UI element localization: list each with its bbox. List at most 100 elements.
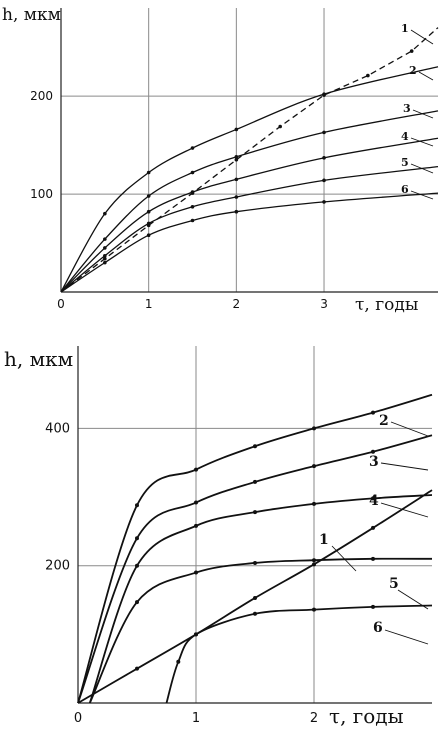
- series-2-label: 2: [379, 413, 389, 429]
- x-axis-label: τ, годы: [355, 295, 418, 315]
- series-5-point: [322, 178, 326, 183]
- series-6-label: 6: [401, 183, 409, 196]
- series-1-point: [278, 124, 282, 129]
- series-4-point: [146, 209, 151, 214]
- series-4-line: [88, 494, 433, 704]
- series-2-leader: [390, 421, 429, 437]
- series-3-point: [371, 449, 375, 454]
- series-5-point: [234, 195, 239, 199]
- series-6-point: [194, 632, 198, 637]
- chart-bottom: 0 1 2 200 400 h, мкм τ, годы 1 2 3 4 5 6: [4, 346, 433, 728]
- y-tick-label: 200: [30, 89, 53, 103]
- series-2-line: [77, 393, 433, 704]
- series-4-point: [190, 190, 195, 194]
- series-5-leader: [410, 163, 434, 174]
- series-2-point: [312, 426, 316, 431]
- series-3-point: [146, 194, 151, 198]
- series-2-label: 2: [409, 64, 417, 77]
- series-6-point: [371, 604, 375, 609]
- series-2-point: [146, 170, 151, 175]
- series-4-point: [135, 563, 139, 568]
- series-2-point: [194, 467, 198, 472]
- series-6-point: [234, 209, 239, 214]
- series-3-line: [77, 434, 433, 704]
- x-tick-label: 0: [57, 297, 65, 311]
- series-6-label: 6: [373, 620, 383, 636]
- series-4-point: [234, 177, 239, 182]
- series-1-point: [103, 256, 107, 261]
- series-6-point: [253, 611, 257, 616]
- series-1-point: [409, 49, 414, 53]
- x-axis-label: τ, годы: [329, 704, 404, 728]
- series-4-label: 4: [401, 130, 409, 143]
- series-3-leader: [380, 462, 429, 471]
- y-tick-label: 400: [45, 421, 70, 436]
- series-3-line: [60, 110, 439, 293]
- series-4-leader: [380, 502, 429, 518]
- series-1-point: [312, 562, 316, 567]
- series-1-point: [234, 157, 239, 162]
- x-tick-label: 1: [145, 297, 153, 311]
- y-axis-label: h, мкм: [2, 5, 61, 25]
- series-6-line: [165, 604, 433, 704]
- series-3-point: [234, 155, 239, 159]
- series-4-point: [371, 496, 375, 501]
- y-axis-label: h, мкм: [4, 347, 73, 371]
- series-3-point: [253, 479, 257, 484]
- series-2-point: [234, 127, 239, 132]
- series-3-point: [194, 500, 198, 505]
- series-6-point: [312, 607, 316, 612]
- series-4-leader: [410, 137, 434, 147]
- series-1-point: [366, 73, 370, 78]
- series-1-leader: [410, 29, 434, 45]
- series-5-line: [60, 166, 439, 293]
- series-4-line: [60, 137, 439, 293]
- series-2-line: [60, 66, 439, 293]
- x-tick-label: 1: [192, 711, 200, 726]
- series-1-point: [135, 666, 139, 671]
- series-6-point: [190, 218, 195, 223]
- series-6-point: [176, 659, 181, 664]
- series-3-label: 3: [403, 102, 411, 115]
- x-tick-label: 2: [310, 711, 318, 726]
- series-2-point: [322, 92, 326, 96]
- series-1-point: [371, 525, 375, 530]
- series-5-label: 5: [401, 156, 409, 169]
- series-2-point: [253, 444, 257, 449]
- series-2-point: [135, 503, 139, 508]
- series-6-point: [322, 200, 326, 204]
- series-3-point: [135, 536, 139, 541]
- series-5-point: [253, 560, 257, 565]
- series-6-point: [103, 260, 107, 265]
- series-5-point: [371, 556, 375, 561]
- series-5-point: [103, 253, 107, 258]
- series-5-point: [194, 570, 198, 575]
- series-5-point: [135, 600, 139, 605]
- series-3-point: [322, 130, 326, 135]
- series-4-point: [194, 523, 198, 528]
- series-4-point: [312, 501, 316, 506]
- x-tick-label: 3: [320, 297, 328, 311]
- series-2-leader: [418, 71, 434, 81]
- series-1-label: 1: [319, 532, 329, 548]
- series-4-label: 4: [369, 493, 379, 509]
- chart-top: 0 1 2 3 100 200 h, мкм τ, годы 1 2 3 4 5 6: [2, 5, 439, 315]
- series-2-point: [190, 146, 195, 150]
- series-4-point: [322, 156, 326, 160]
- x-tick-label: 0: [74, 711, 82, 726]
- series-1-line: [60, 27, 439, 293]
- series-2-point: [103, 211, 107, 216]
- series-1-label: 1: [401, 22, 409, 35]
- series-6-leader: [384, 629, 429, 645]
- series-3-leader: [412, 109, 434, 119]
- series-3-point: [103, 237, 107, 241]
- x-tick-label: 2: [233, 297, 241, 311]
- series-4-point: [253, 510, 257, 515]
- series-6-line: [60, 192, 439, 293]
- series-3-point: [312, 464, 316, 469]
- series-5-point: [146, 221, 151, 226]
- series-6-point: [146, 233, 151, 237]
- series-3-point: [190, 170, 195, 175]
- series-3-label: 3: [369, 454, 379, 470]
- series-5-point: [190, 205, 195, 209]
